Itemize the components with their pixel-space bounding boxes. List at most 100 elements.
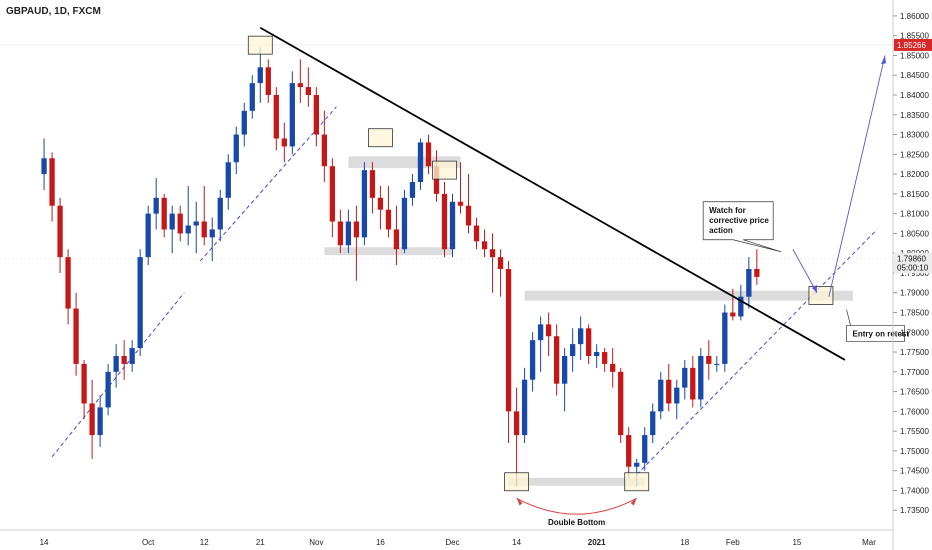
highlight-box	[808, 286, 834, 305]
x-tick-label: Oct	[142, 538, 155, 547]
candle-bearish	[505, 269, 512, 412]
highlight-box	[432, 160, 457, 180]
y-tick-label: 1.74000	[900, 486, 929, 495]
y-tick-label: 1.80500	[900, 229, 929, 238]
candle-bearish	[441, 193, 448, 250]
candle-bullish	[257, 67, 263, 84]
candle-bearish	[610, 363, 616, 372]
candle-bullish	[682, 367, 688, 388]
candle-bullish	[409, 182, 416, 198]
zones-layer	[0, 44, 893, 486]
y-tick-label: 1.78500	[900, 309, 929, 318]
candle-bullish	[249, 83, 255, 111]
candle-bullish	[153, 197, 159, 214]
candle-bearish	[513, 411, 520, 436]
candle-bullish	[289, 83, 295, 147]
price-axis: 1.86000 1.85500 1.85000 1.84500 1.84000 1.835…	[892, 0, 932, 550]
candles-layer	[41, 47, 760, 487]
candle-bullish	[129, 348, 135, 364]
candle-bullish	[578, 328, 584, 345]
y-tick-label: 1.75000	[900, 447, 929, 456]
x-tick-label: Nov	[309, 538, 323, 547]
y-tick-label: 1.82500	[900, 150, 929, 159]
y-tick-label: 1.77500	[900, 348, 929, 357]
x-tick-label: 12	[200, 538, 209, 547]
entry-note-text: Entry on retest	[853, 330, 910, 339]
arrow-head	[811, 284, 817, 293]
guides-layer	[51, 106, 878, 475]
candle-bearish	[489, 249, 496, 258]
candle-bullish	[714, 363, 720, 365]
candle-bearish	[706, 356, 712, 364]
candle-bullish	[569, 344, 576, 356]
candle-bearish	[89, 403, 95, 436]
y-tick-label: 1.79500	[900, 269, 929, 278]
candle-bearish	[473, 225, 480, 242]
candle-bearish	[321, 134, 328, 167]
candle-bearish	[586, 328, 592, 356]
y-tick-label: 1.85500	[900, 32, 929, 41]
price-zone	[508, 477, 645, 486]
candle-bearish	[313, 95, 319, 135]
y-tick-label: 1.76500	[900, 388, 929, 397]
candle-bearish	[481, 241, 488, 250]
x-tick-label: 21	[256, 538, 265, 547]
x-tick-label: 18	[680, 538, 689, 547]
x-tick-label: Dec	[445, 538, 459, 547]
chart-title: GBPAUD, 1D, FXCM	[6, 6, 101, 17]
candle-bearish	[353, 221, 360, 238]
candle-bullish	[361, 170, 368, 238]
candle-bullish	[401, 197, 408, 250]
callout-text: Watch for	[709, 206, 746, 215]
x-tick-label: Mar	[862, 538, 876, 547]
y-tick-label: 1.84000	[900, 91, 929, 100]
candle-bearish	[385, 209, 392, 230]
y-tick-label: 1.82000	[900, 170, 929, 179]
candle-bearish	[369, 170, 376, 198]
candle-bullish	[193, 221, 199, 226]
x-tick-label: 16	[376, 538, 385, 547]
candle-bullish	[561, 356, 568, 384]
candle-bullish	[738, 296, 744, 317]
candle-bullish	[650, 411, 656, 436]
candle-bullish	[97, 407, 103, 436]
y-tick-label: 1.79000	[900, 289, 929, 298]
arrow-head	[880, 55, 886, 65]
candle-bullish	[217, 197, 223, 230]
candle-bullish	[722, 312, 728, 364]
support-dashed-line	[51, 292, 185, 458]
x-tick-label: 2021	[588, 538, 606, 547]
candle-bearish	[425, 142, 432, 167]
high-price-tag: 1.85266	[897, 41, 926, 50]
y-tick-label: 1.74500	[900, 467, 929, 476]
highlight-box	[368, 128, 393, 148]
candle-bearish	[49, 158, 55, 206]
candle-bullish	[241, 110, 247, 135]
high-price-tag-bg	[894, 38, 932, 51]
candle-bearish	[497, 257, 504, 269]
y-tick-label: 1.83500	[900, 111, 929, 120]
candle-bullish	[698, 356, 704, 400]
candle-bearish	[553, 336, 560, 384]
highlight-box	[504, 472, 529, 492]
candle-bullish	[642, 435, 648, 463]
candle-bullish	[634, 462, 640, 467]
candle-bearish	[265, 67, 271, 95]
candle-bearish	[626, 435, 632, 467]
projection-line	[792, 249, 818, 293]
candle-bearish	[65, 257, 71, 309]
current-price-tag: 1.79860	[897, 255, 926, 264]
candle-bearish	[393, 229, 400, 250]
price-zone	[524, 290, 853, 301]
countdown-tag: 05:00:10	[897, 263, 929, 272]
x-tick-label: 14	[40, 538, 49, 547]
y-tick-label: 1.84500	[900, 71, 929, 80]
candle-bearish	[281, 138, 287, 147]
candle-bearish	[337, 221, 344, 246]
y-tick-label: 1.81500	[900, 190, 929, 199]
countdown-tag-bg	[894, 261, 932, 274]
candle-bearish	[618, 371, 624, 436]
candle-bearish	[754, 269, 760, 277]
candle-bearish	[57, 205, 63, 258]
